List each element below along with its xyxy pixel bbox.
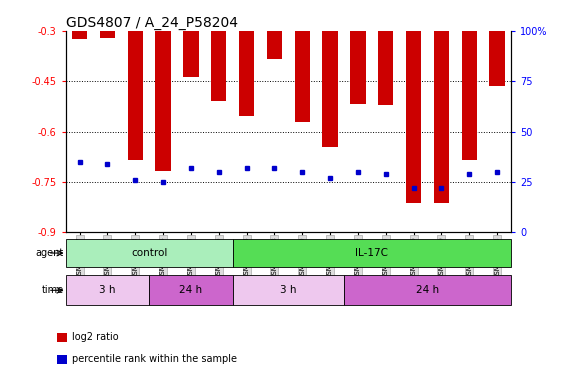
Bar (350, 31, 365, 104)
Bar (406, 0, 421, 203)
Bar (149, 275, 233, 305)
Bar (233, 239, 511, 267)
Bar (406, 31, 421, 203)
Bar (72, 31, 87, 39)
Text: time: time (41, 285, 63, 295)
Bar (434, 31, 449, 203)
Text: agent: agent (35, 248, 63, 258)
Bar (100, 0, 115, 38)
Text: control: control (131, 248, 167, 258)
Text: 3 h: 3 h (280, 285, 296, 295)
Text: GDS4807 / A_24_P58204: GDS4807 / A_24_P58204 (66, 16, 238, 30)
Text: 24 h: 24 h (416, 285, 439, 295)
Bar (267, 31, 282, 59)
Bar (295, 31, 310, 122)
Bar (100, 31, 115, 38)
Bar (66, 239, 233, 267)
Bar (295, 0, 310, 122)
Bar (239, 0, 254, 116)
Bar (344, 275, 511, 305)
Bar (72, 0, 87, 39)
Bar (267, 0, 282, 59)
Bar (127, 0, 143, 160)
Bar (66, 275, 149, 305)
Bar (155, 0, 171, 171)
Bar (155, 31, 171, 171)
Text: 3 h: 3 h (99, 285, 116, 295)
Text: IL-17C: IL-17C (355, 248, 388, 258)
Bar (434, 0, 449, 203)
Bar (183, 31, 199, 77)
Bar (239, 31, 254, 116)
Text: 24 h: 24 h (179, 285, 203, 295)
Bar (489, 0, 505, 86)
Bar (461, 0, 477, 160)
Bar (233, 275, 344, 305)
Bar (350, 0, 365, 104)
Bar (57, 333, 67, 342)
Bar (211, 31, 227, 101)
Bar (461, 31, 477, 160)
Bar (323, 0, 338, 147)
Bar (489, 31, 505, 86)
Bar (183, 0, 199, 77)
Bar (57, 355, 67, 364)
Bar (127, 31, 143, 160)
Bar (378, 31, 393, 105)
Text: log2 ratio: log2 ratio (71, 333, 118, 343)
Bar (211, 0, 227, 101)
Text: percentile rank within the sample: percentile rank within the sample (71, 354, 236, 364)
Bar (323, 31, 338, 147)
Bar (378, 0, 393, 105)
